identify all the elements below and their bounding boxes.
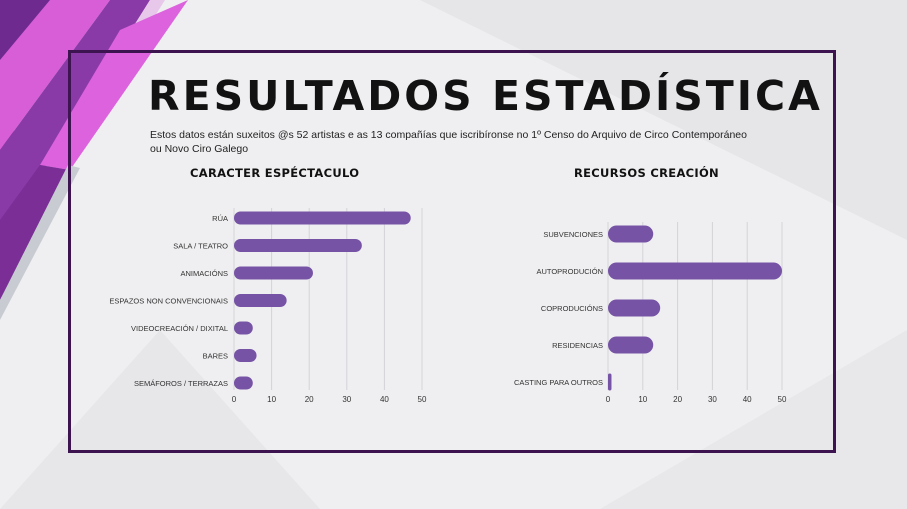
x-tick-label: 10 xyxy=(267,395,276,404)
bar xyxy=(234,211,411,225)
x-tick-label: 0 xyxy=(232,395,237,404)
category-label: COPRODUCIÓNS xyxy=(541,304,603,313)
x-tick-label: 40 xyxy=(380,395,389,404)
content-frame xyxy=(68,50,836,453)
category-label: SEMÁFOROS / TERRAZAS xyxy=(134,379,228,388)
bar xyxy=(234,349,257,362)
bar xyxy=(608,373,612,391)
x-tick-label: 50 xyxy=(418,395,427,404)
chart-title-recursos: RECURSOS CREACIÓN xyxy=(574,166,719,180)
decoration-stripe-gray xyxy=(0,165,80,320)
decoration-stripe-pink xyxy=(40,0,188,170)
category-label: RESIDENCIAS xyxy=(552,341,603,350)
x-tick-label: 10 xyxy=(638,395,647,404)
category-label: RÚA xyxy=(212,214,228,223)
page-title: RESULTADOS ESTADÍSTICA xyxy=(148,72,823,120)
chart-title-caracter: CARACTER ESPÉCTACULO xyxy=(190,166,360,180)
bar xyxy=(234,321,253,335)
category-label: SUBVENCIONES xyxy=(543,230,603,239)
subtitle-line-1: Estos datos están suxeitos @s 52 artista… xyxy=(150,129,747,141)
category-label: VIDEOCREACIÓN / DIXITAL xyxy=(131,324,228,333)
x-tick-label: 30 xyxy=(708,395,717,404)
bar xyxy=(608,299,661,317)
bar xyxy=(234,376,253,390)
bar xyxy=(608,262,782,280)
x-tick-label: 20 xyxy=(673,395,682,404)
category-label: SALA / TEATRO xyxy=(173,242,228,251)
background-facet xyxy=(420,0,907,240)
category-label: CASTING PARA OUTROS xyxy=(514,378,603,387)
bar xyxy=(234,266,313,280)
category-label: BARES xyxy=(203,352,228,361)
bar xyxy=(608,336,654,354)
background-facet xyxy=(0,330,320,509)
category-label: AUTOPRODUCIÓN xyxy=(536,267,603,276)
bar xyxy=(234,239,362,252)
category-label: ESPAZOS NON CONVENCIONAIS xyxy=(109,297,228,306)
x-tick-label: 50 xyxy=(778,395,787,404)
x-tick-label: 30 xyxy=(342,395,351,404)
background-facet xyxy=(600,330,907,509)
bar xyxy=(608,225,654,243)
bar xyxy=(234,294,287,307)
x-tick-label: 0 xyxy=(606,395,611,404)
category-label: ANIMACIÓNS xyxy=(180,269,228,278)
x-tick-label: 40 xyxy=(743,395,752,404)
page-subtitle: Estos datos están suxeitos @s 52 artista… xyxy=(150,128,790,156)
subtitle-line-2: ou Novo Ciro Galego xyxy=(150,143,249,155)
x-tick-label: 20 xyxy=(305,395,314,404)
